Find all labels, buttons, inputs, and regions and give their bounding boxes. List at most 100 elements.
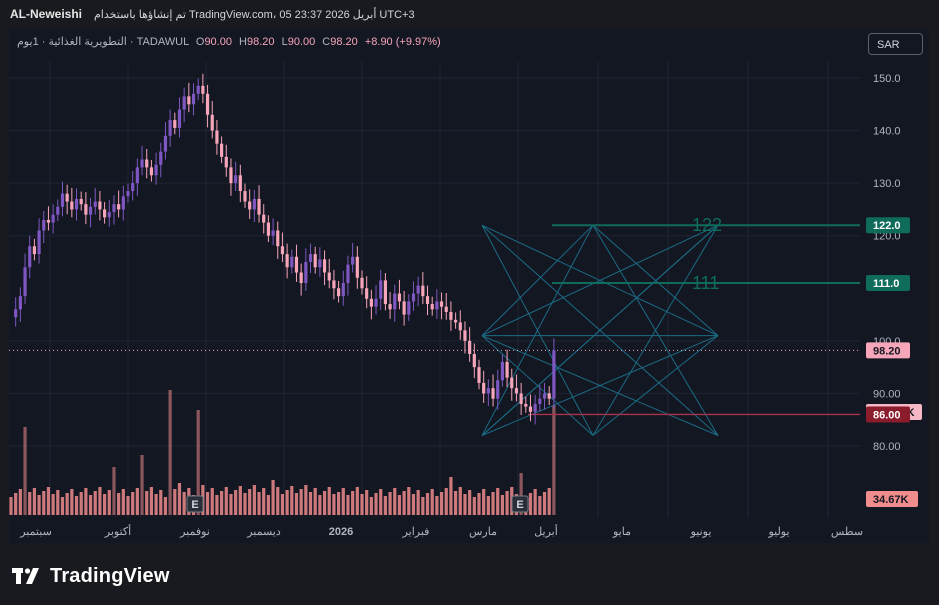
volume-bar (496, 488, 500, 515)
candle-body (430, 304, 434, 310)
volume-bar (65, 493, 69, 515)
pattern-line (592, 224, 719, 436)
candle-body (374, 298, 378, 307)
volume-bar (234, 490, 238, 515)
change-value: +8.90 (+9.97%) (364, 36, 441, 48)
candle-body (257, 198, 261, 215)
candle-body (201, 85, 205, 94)
volume-bar (196, 410, 200, 515)
price-tag-label: 98.20 (873, 345, 901, 357)
volume-bar (84, 488, 88, 515)
volume-bar (449, 477, 453, 515)
pattern-overlay (481, 224, 719, 436)
volume-bar (56, 490, 60, 515)
candle-body (14, 309, 18, 318)
candle-body (454, 319, 458, 323)
candle-body (524, 403, 528, 407)
x-tick-label: يوليو (767, 526, 789, 538)
volume-bar (425, 493, 430, 515)
candle-body (458, 322, 462, 331)
candle-body (177, 109, 182, 128)
volume-bar (290, 486, 294, 515)
chart-panel[interactable] (9, 28, 929, 543)
close-key: C (322, 36, 331, 48)
volume-bar (463, 494, 467, 515)
volume-bar (9, 497, 13, 515)
price-tag-label: 122.0 (873, 220, 901, 232)
candle-body (468, 340, 472, 354)
volume-bar (23, 427, 27, 515)
x-tick-label: مايو (612, 526, 631, 538)
volume-bar (243, 493, 247, 515)
volume-bar (365, 490, 369, 515)
volume-bar (224, 487, 228, 515)
volume-bar (280, 494, 285, 515)
volume-bar (252, 485, 256, 515)
pattern-line (481, 224, 719, 337)
volume-bars (9, 390, 556, 515)
candle-body (238, 175, 242, 192)
x-tick-label: أكتوبر (104, 524, 131, 538)
candle-body (533, 403, 537, 412)
volume-bar (374, 493, 378, 515)
candle-body (463, 330, 467, 341)
candle-body (346, 264, 350, 284)
volume-bar (402, 491, 406, 515)
volume-bar (369, 497, 373, 515)
candle-body (42, 219, 46, 231)
candle-body (280, 246, 285, 255)
candle-body (416, 285, 420, 294)
candle-body (397, 293, 402, 302)
pattern-line (481, 224, 594, 436)
candle-body (56, 206, 60, 215)
price-tag (866, 491, 918, 507)
candle-body (107, 212, 111, 218)
candle-body (215, 130, 219, 144)
volume-bar (98, 487, 102, 515)
candle-body (477, 367, 481, 383)
candle-body (421, 285, 425, 297)
volume-bar (299, 489, 303, 515)
volume-bar (444, 488, 448, 515)
volume-bar (337, 492, 341, 515)
candle-body (70, 201, 74, 210)
time-axis: سبتمبر أكتوبر نوفمبر ديسمبر 2026 فبراير مارس أب… (19, 524, 863, 538)
volume-bar (112, 467, 116, 515)
level-label-111: 111 (692, 273, 719, 293)
candle-body (252, 198, 256, 210)
volume-bar (266, 495, 270, 515)
price-tag-label: 86.00 (873, 409, 901, 421)
candle-body (360, 277, 364, 289)
volume-bar (28, 492, 32, 515)
volume-bar (383, 496, 387, 515)
candle-body (32, 246, 36, 255)
candle-body (425, 296, 430, 305)
candle-body (168, 120, 172, 136)
candle-body (294, 256, 299, 273)
candle-body (74, 198, 79, 210)
x-tick-label: سطس (831, 526, 863, 538)
high-value: 98.20 (246, 36, 275, 48)
volume-bar (393, 488, 397, 515)
volume-bar (135, 488, 139, 515)
volume-bar (308, 492, 313, 515)
volume-bar (294, 493, 299, 515)
volume-bar (276, 487, 280, 515)
volume-bar (173, 489, 177, 515)
candle-body (140, 159, 144, 168)
y-tick-label: 120.0 (873, 231, 901, 243)
candle-body (486, 388, 490, 394)
volume-bar (60, 497, 65, 515)
candle-body (388, 304, 392, 310)
volume-bar (257, 492, 261, 515)
candle-body (88, 206, 93, 215)
candle-body (154, 164, 158, 176)
currency-button[interactable]: SAR (868, 33, 923, 55)
ohlc-legend: التطويرية الغذائية · 1يوم · TADAWUL O90.… (17, 35, 441, 48)
candle-body (262, 214, 266, 223)
volume-bar (528, 493, 533, 515)
candle-body (439, 301, 444, 307)
candle-body (304, 262, 308, 284)
candle-body (519, 393, 523, 404)
